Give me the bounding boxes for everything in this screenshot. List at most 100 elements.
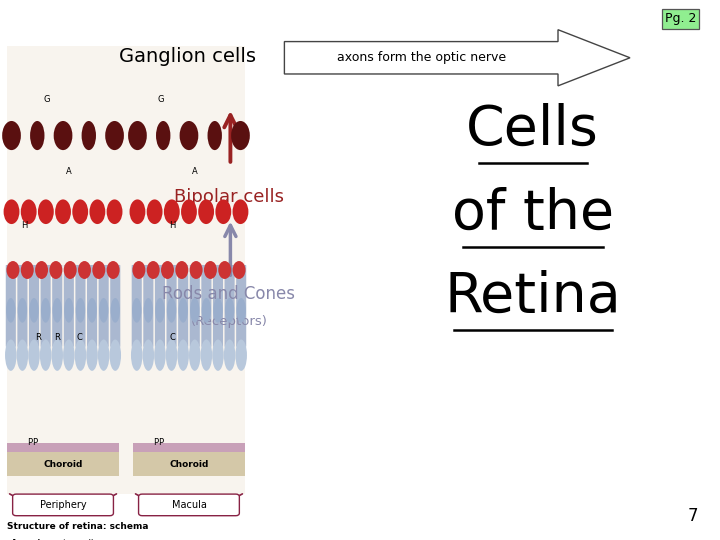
Ellipse shape: [35, 261, 48, 279]
Ellipse shape: [75, 340, 86, 371]
Ellipse shape: [189, 261, 202, 279]
Text: P: P: [32, 438, 37, 447]
FancyBboxPatch shape: [64, 265, 74, 347]
Ellipse shape: [215, 199, 231, 224]
Text: G: G: [158, 95, 164, 104]
Ellipse shape: [107, 199, 122, 224]
Text: Bipolar cells: Bipolar cells: [174, 188, 284, 206]
FancyBboxPatch shape: [17, 265, 27, 347]
FancyBboxPatch shape: [40, 265, 50, 347]
Ellipse shape: [161, 261, 174, 279]
Ellipse shape: [17, 340, 28, 371]
Ellipse shape: [128, 121, 147, 150]
Ellipse shape: [86, 340, 98, 371]
Ellipse shape: [204, 261, 217, 279]
FancyBboxPatch shape: [6, 265, 16, 347]
Ellipse shape: [30, 298, 39, 323]
Ellipse shape: [99, 298, 108, 323]
Ellipse shape: [18, 298, 27, 323]
Bar: [133, 443, 245, 454]
Ellipse shape: [54, 121, 73, 150]
FancyBboxPatch shape: [87, 265, 97, 347]
Ellipse shape: [107, 261, 120, 279]
Ellipse shape: [202, 298, 211, 323]
Ellipse shape: [21, 199, 37, 224]
Ellipse shape: [224, 340, 235, 371]
Ellipse shape: [189, 340, 201, 371]
FancyBboxPatch shape: [76, 265, 86, 347]
Ellipse shape: [6, 298, 16, 323]
FancyBboxPatch shape: [225, 265, 235, 347]
FancyBboxPatch shape: [190, 265, 200, 347]
FancyBboxPatch shape: [166, 265, 176, 347]
FancyBboxPatch shape: [236, 265, 246, 347]
Text: P: P: [27, 438, 32, 447]
Ellipse shape: [81, 121, 96, 150]
Ellipse shape: [63, 261, 76, 279]
Text: Pg. 2: Pg. 2: [665, 12, 696, 25]
Text: C: C: [77, 333, 83, 342]
Ellipse shape: [41, 298, 50, 323]
Text: Ganglion cells: Ganglion cells: [119, 47, 256, 66]
Ellipse shape: [63, 340, 75, 371]
Ellipse shape: [207, 121, 222, 150]
Ellipse shape: [55, 199, 71, 224]
Bar: [7, 443, 119, 454]
Ellipse shape: [5, 340, 17, 371]
Ellipse shape: [50, 261, 63, 279]
Ellipse shape: [147, 261, 160, 279]
Ellipse shape: [164, 199, 180, 224]
Text: C: C: [169, 333, 175, 342]
Ellipse shape: [233, 261, 246, 279]
Ellipse shape: [176, 261, 189, 279]
Text: R: R: [55, 333, 60, 342]
Ellipse shape: [98, 340, 109, 371]
Polygon shape: [284, 30, 630, 86]
Ellipse shape: [131, 340, 143, 371]
Ellipse shape: [40, 340, 51, 371]
Ellipse shape: [51, 340, 63, 371]
Ellipse shape: [30, 121, 45, 150]
FancyBboxPatch shape: [155, 265, 165, 347]
FancyBboxPatch shape: [52, 265, 62, 347]
Text: H: H: [169, 221, 176, 230]
Text: Choroid: Choroid: [169, 461, 209, 469]
Ellipse shape: [167, 298, 176, 323]
Ellipse shape: [92, 261, 105, 279]
Ellipse shape: [225, 298, 234, 323]
Text: axons form the optic nerve: axons form the optic nerve: [337, 51, 505, 64]
Ellipse shape: [64, 298, 73, 323]
Ellipse shape: [236, 298, 246, 323]
Text: A: A: [192, 167, 197, 176]
Ellipse shape: [156, 121, 171, 150]
Ellipse shape: [4, 199, 19, 224]
Ellipse shape: [21, 261, 34, 279]
Ellipse shape: [144, 298, 153, 323]
Text: Periphery: Periphery: [40, 500, 86, 510]
Text: H: H: [21, 221, 27, 230]
FancyBboxPatch shape: [202, 265, 212, 347]
Ellipse shape: [213, 298, 222, 323]
Text: 7: 7: [688, 507, 698, 525]
Ellipse shape: [154, 340, 166, 371]
Ellipse shape: [156, 298, 165, 323]
Text: Rods and Cones: Rods and Cones: [163, 285, 295, 303]
Ellipse shape: [105, 121, 124, 150]
Ellipse shape: [38, 199, 54, 224]
Bar: [133, 451, 245, 476]
Ellipse shape: [6, 261, 19, 279]
Text: Choroid: Choroid: [43, 461, 83, 469]
Ellipse shape: [218, 261, 231, 279]
Ellipse shape: [72, 199, 88, 224]
Ellipse shape: [53, 298, 62, 323]
Ellipse shape: [177, 340, 189, 371]
Text: P: P: [153, 438, 158, 447]
FancyBboxPatch shape: [110, 265, 120, 347]
Text: Cells: Cells: [467, 103, 599, 157]
Ellipse shape: [78, 261, 91, 279]
Text: (Receptors): (Receptors): [191, 315, 267, 328]
FancyBboxPatch shape: [99, 265, 109, 347]
Ellipse shape: [179, 298, 188, 323]
FancyBboxPatch shape: [213, 265, 223, 347]
Ellipse shape: [233, 199, 248, 224]
